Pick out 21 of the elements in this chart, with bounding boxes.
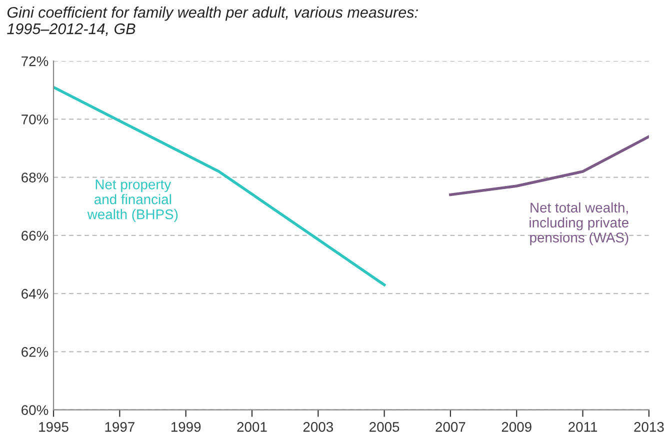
chart-title: Gini coefficient for family wealth per adult, various measures: 1995–2012-14, GB (7, 6, 418, 36)
series-label: Net total wealth, including private pensions (WAS) (530, 202, 628, 246)
y-tick-label: 68% (22, 172, 48, 182)
y-tick-label: 64% (22, 288, 48, 299)
x-tick-label: 2011 (568, 422, 598, 432)
x-tick-label: 1997 (105, 422, 134, 432)
y-tick-label: 62% (22, 347, 48, 357)
x-tick-label: 1995 (39, 422, 68, 432)
x-tick-label: 2009 (502, 422, 532, 432)
x-tick-label: 2007 (436, 422, 466, 432)
x-tick-label: 2001 (237, 422, 267, 432)
y-tick-label: 72% (22, 56, 48, 66)
x-tick-label: 2005 (370, 422, 400, 432)
x-tick-label: 2003 (303, 422, 333, 432)
x-tick-label: 2013 (634, 422, 664, 432)
y-tick-label: 70% (22, 114, 48, 124)
x-tick-label: 1999 (171, 422, 201, 432)
series-label: Net property and financial wealth (BHPS) (87, 180, 178, 222)
y-tick-label: 66% (22, 230, 48, 241)
line-series (449, 135, 649, 196)
y-tick-label: 60% (22, 405, 48, 416)
